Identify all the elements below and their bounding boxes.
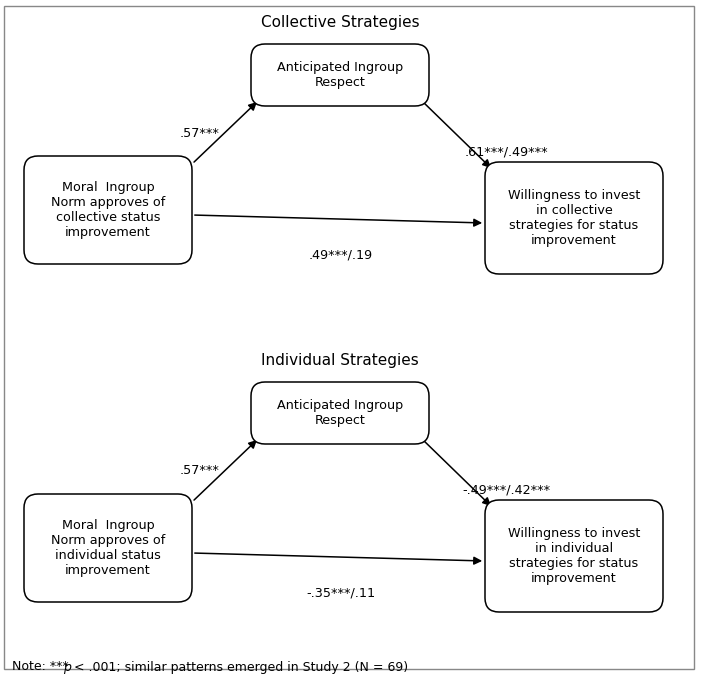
Text: .57***: .57***: [180, 464, 220, 477]
Text: .57***: .57***: [180, 127, 220, 140]
Text: Moral  Ingroup
Norm approves of
collective status
improvement: Moral Ingroup Norm approves of collectiv…: [51, 181, 165, 239]
Text: Moral  Ingroup
Norm approves of
individual status
improvement: Moral Ingroup Norm approves of individua…: [51, 519, 165, 577]
Text: Collective Strategies: Collective Strategies: [260, 14, 419, 29]
Text: Anticipated Ingroup
Respect: Anticipated Ingroup Respect: [277, 399, 403, 427]
FancyBboxPatch shape: [24, 494, 192, 602]
Text: Note: ***: Note: ***: [12, 660, 69, 673]
FancyBboxPatch shape: [485, 500, 663, 612]
Text: Individual Strategies: Individual Strategies: [261, 353, 419, 367]
FancyBboxPatch shape: [24, 156, 192, 264]
Text: -.35***/.11: -.35***/.11: [307, 586, 376, 599]
Text: -.49***/.42***: -.49***/.42***: [462, 484, 550, 497]
Text: < .001; similar patterns emerged in Study 2 (N = 69): < .001; similar patterns emerged in Stud…: [70, 660, 408, 673]
Text: Willingness to invest
in individual
strategies for status
improvement: Willingness to invest in individual stra…: [508, 527, 640, 585]
Text: .61***/.49***: .61***/.49***: [464, 145, 548, 158]
Text: p: p: [63, 660, 71, 673]
Text: Willingness to invest
in collective
strategies for status
improvement: Willingness to invest in collective stra…: [508, 189, 640, 247]
FancyBboxPatch shape: [485, 162, 663, 274]
FancyBboxPatch shape: [251, 44, 429, 106]
Text: .49***/.19: .49***/.19: [309, 249, 373, 262]
Text: Anticipated Ingroup
Respect: Anticipated Ingroup Respect: [277, 61, 403, 89]
FancyBboxPatch shape: [251, 382, 429, 444]
